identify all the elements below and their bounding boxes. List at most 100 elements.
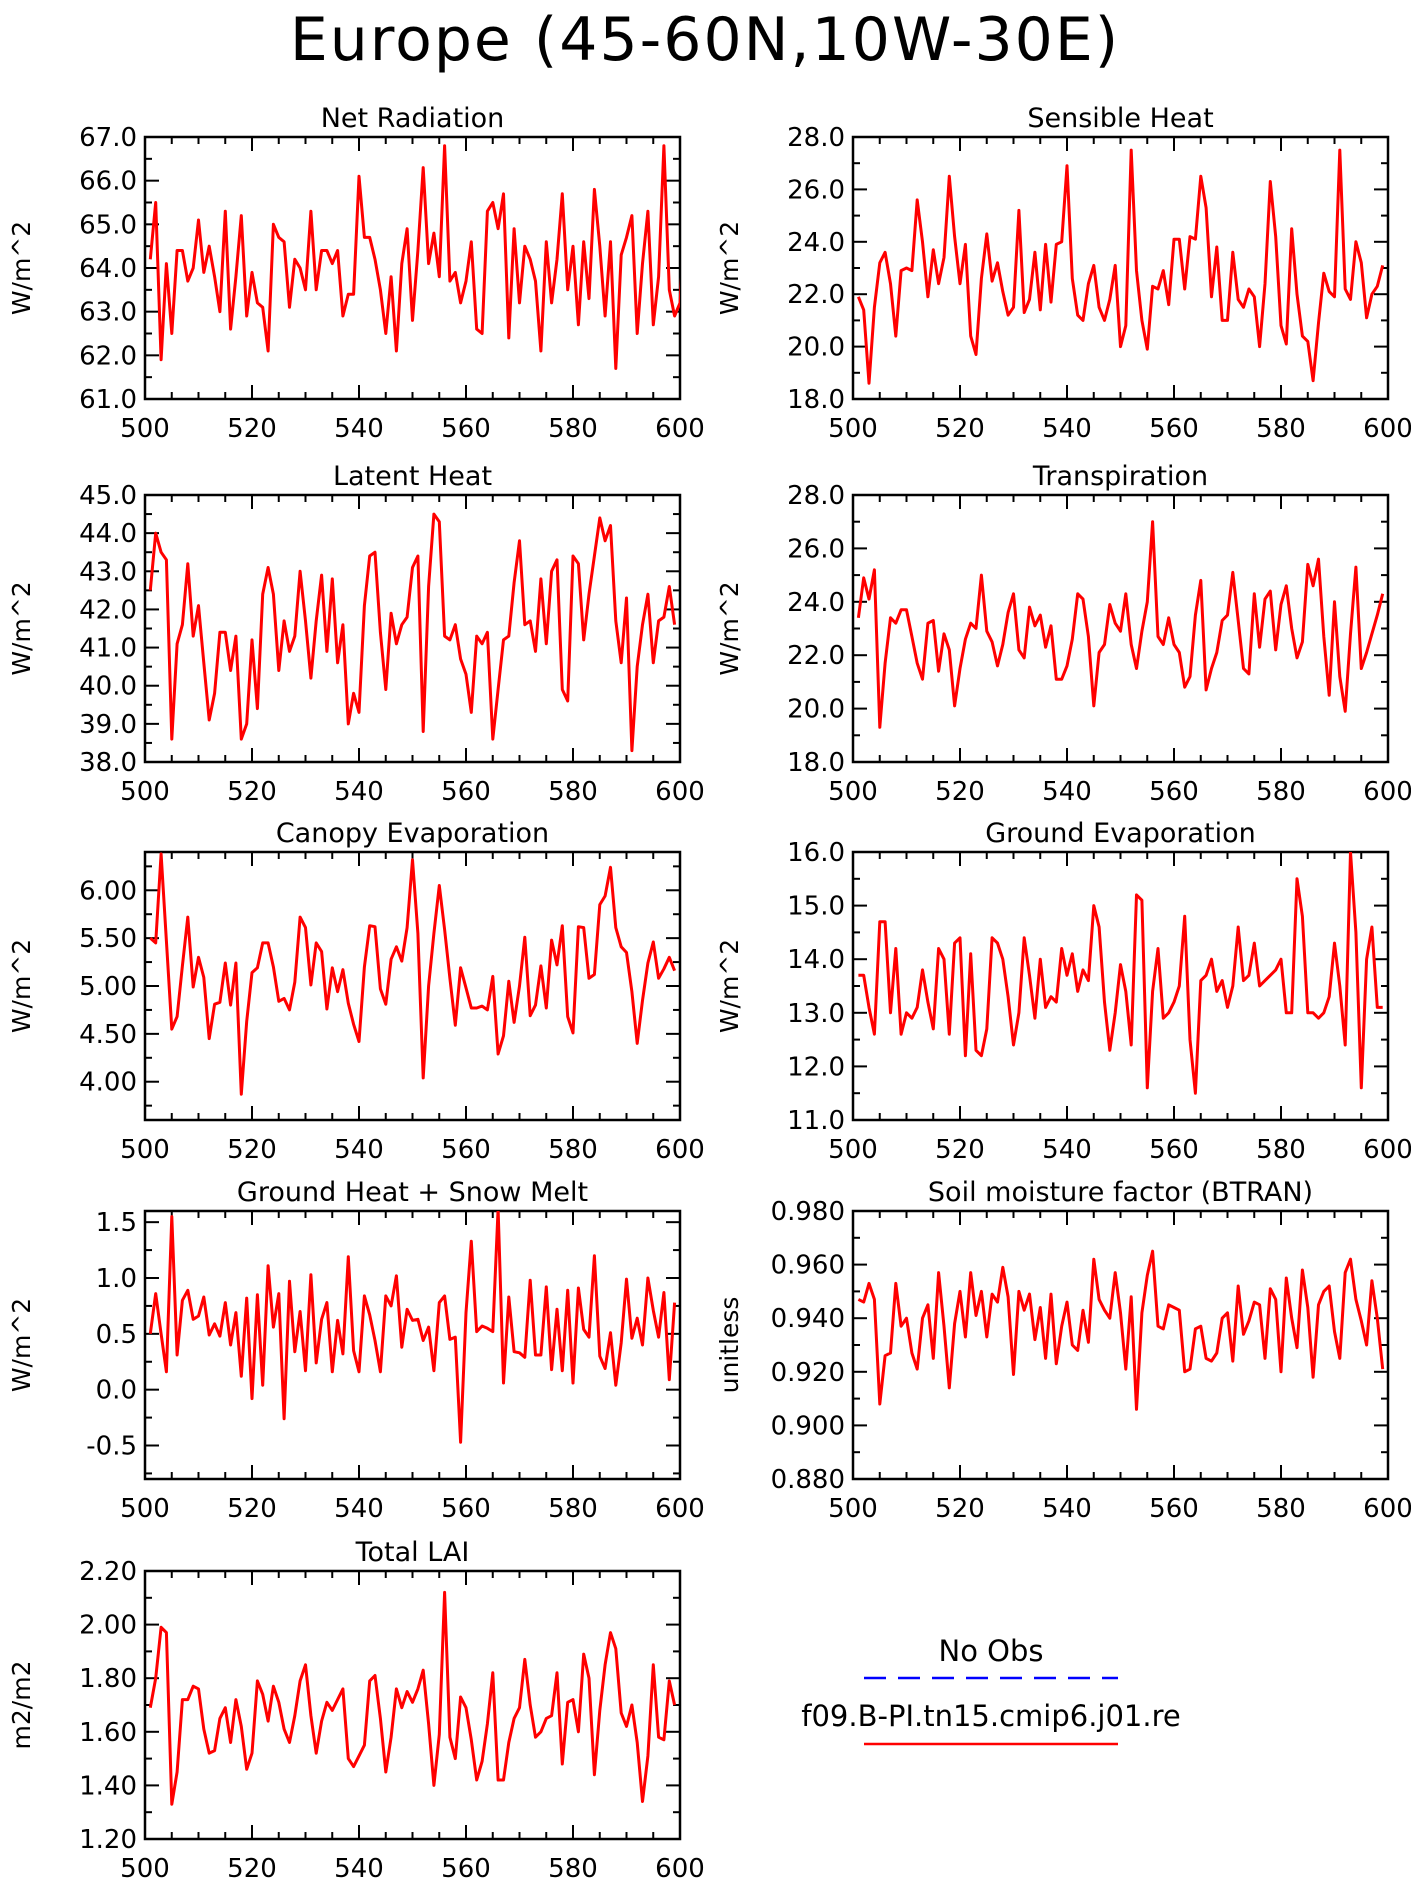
panel-title: Sensible Heat [1027, 103, 1213, 134]
panel-title: Canopy Evaporation [276, 818, 549, 849]
y-tick-label: 20.0 [787, 333, 845, 363]
y-tick-label: 1.80 [79, 1664, 137, 1694]
y-tick-label: 0.5 [96, 1320, 137, 1350]
legend-obs-label: No Obs [939, 1634, 1044, 1668]
y-tick-label: 39.0 [79, 710, 137, 740]
panel-title: Ground Evaporation [985, 818, 1256, 849]
x-tick-label: 560 [1149, 1135, 1199, 1165]
legend-model-label: f09.B-PI.tn15.cmip6.j01.re [801, 1699, 1180, 1733]
x-tick-label: 520 [935, 777, 985, 807]
y-axis-label: W/m^2 [7, 221, 36, 315]
y-axis-label: W/m^2 [7, 1298, 36, 1392]
y-tick-label: 0.0 [96, 1376, 137, 1406]
y-tick-label: 41.0 [79, 634, 137, 664]
y-tick-label: 66.0 [79, 167, 137, 197]
x-tick-label: 540 [334, 1135, 384, 1165]
x-tick-label: 540 [334, 1494, 384, 1524]
y-tick-label: 6.00 [79, 876, 137, 906]
x-tick-label: 560 [1149, 777, 1199, 807]
panel-transpiration: Transpiration W/m^2 500 520 540 560 580 600 18.0… [715, 461, 1411, 807]
series-line [856, 520, 1385, 729]
y-tick-label: 65.0 [79, 210, 137, 240]
x-tick-label: 580 [1256, 777, 1306, 807]
x-tick-label: 540 [1042, 1494, 1092, 1524]
y-tick-label: 24.0 [787, 588, 845, 618]
legend: No Obs f09.B-PI.tn15.cmip6.j01.re [801, 1634, 1181, 1746]
series-line [148, 512, 677, 753]
x-tick-label: 520 [935, 1494, 985, 1524]
y-tick-label: 4.50 [79, 1020, 137, 1050]
x-tick-label: 540 [1042, 414, 1092, 444]
plot-frame [851, 135, 1390, 401]
y-tick-label: 26.0 [787, 534, 845, 564]
x-tick-label: 560 [441, 414, 491, 444]
x-tick-label: 600 [1363, 1494, 1411, 1524]
x-tick-label: 500 [120, 1494, 170, 1524]
y-tick-label: 11.0 [787, 1106, 845, 1136]
x-tick-label: 560 [441, 1135, 491, 1165]
plot-frame [143, 135, 682, 401]
x-tick-label: 500 [828, 777, 878, 807]
y-tick-label: 38.0 [79, 748, 137, 778]
y-tick-label: 0.980 [771, 1197, 845, 1227]
y-tick-label: 18.0 [787, 385, 845, 415]
panel-total-lai: Total LAI m2/m2 500 520 540 560 580 600 1.20 1.40… [7, 1537, 705, 1884]
series-line [858, 852, 1383, 1095]
y-tick-label: 1.60 [79, 1718, 137, 1748]
y-tick-label: 1.0 [96, 1264, 137, 1294]
y-tick-label: 40.0 [79, 672, 137, 702]
panel-title: Latent Heat [333, 461, 492, 492]
x-tick-label: 600 [655, 414, 705, 444]
y-tick-label: 5.00 [79, 972, 137, 1002]
x-tick-label: 600 [1363, 1135, 1411, 1165]
panel-title: Soil moisture factor (BTRAN) [928, 1177, 1313, 1208]
panel-btran: Soil moisture factor (BTRAN) unitless 500 5… [715, 1177, 1411, 1524]
y-axis-label: W/m^2 [715, 581, 744, 675]
y-tick-label: 0.880 [771, 1465, 845, 1495]
x-tick-label: 520 [227, 1135, 277, 1165]
x-tick-label: 520 [227, 1494, 277, 1524]
y-tick-label: 24.0 [787, 228, 845, 258]
y-tick-label: 22.0 [787, 280, 845, 310]
x-tick-label: 600 [1363, 777, 1411, 807]
x-tick-label: 520 [935, 1135, 985, 1165]
y-tick-label: 0.940 [771, 1304, 845, 1334]
y-axis-label: unitless [715, 1297, 744, 1394]
y-tick-label: 16.0 [787, 838, 845, 868]
x-tick-label: 580 [548, 777, 598, 807]
x-tick-label: 520 [227, 414, 277, 444]
x-tick-label: 500 [828, 414, 878, 444]
x-tick-label: 580 [548, 1494, 598, 1524]
x-tick-label: 600 [655, 1854, 705, 1884]
x-tick-label: 500 [828, 1135, 878, 1165]
y-tick-label: 22.0 [787, 641, 845, 671]
panel-title: Total LAI [355, 1537, 470, 1568]
y-tick-label: 1.40 [79, 1771, 137, 1801]
x-tick-label: 600 [655, 1135, 705, 1165]
y-tick-label: 0.900 [771, 1411, 845, 1441]
y-tick-label: 12.0 [787, 1052, 845, 1082]
x-tick-label: 540 [334, 414, 384, 444]
x-tick-label: 580 [1256, 1135, 1306, 1165]
y-tick-label: 2.00 [79, 1611, 137, 1641]
y-tick-label: 5.50 [79, 924, 137, 954]
x-tick-label: 540 [334, 777, 384, 807]
x-tick-label: 580 [548, 414, 598, 444]
x-tick-label: 560 [441, 1854, 491, 1884]
series-line [857, 148, 1385, 385]
series-line [148, 1211, 677, 1444]
y-tick-label: 4.00 [79, 1068, 137, 1098]
x-tick-label: 580 [548, 1854, 598, 1884]
y-tick-label: 67.0 [79, 123, 137, 153]
x-tick-label: 500 [120, 414, 170, 444]
x-tick-label: 500 [120, 777, 170, 807]
y-tick-label: 64.0 [79, 254, 137, 284]
y-axis-label: W/m^2 [715, 221, 744, 315]
series-line [857, 1249, 1385, 1411]
y-tick-label: 42.0 [79, 595, 137, 625]
panel-title: Ground Heat + Snow Melt [237, 1177, 588, 1208]
x-tick-label: 540 [1042, 1135, 1092, 1165]
y-tick-label: 0.920 [771, 1358, 845, 1388]
panel-title: Transpiration [1032, 461, 1208, 492]
